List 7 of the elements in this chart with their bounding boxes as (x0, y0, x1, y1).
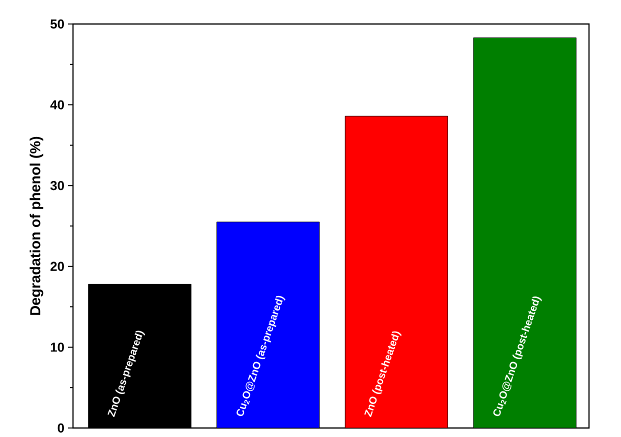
y-tick-label: 30 (50, 181, 64, 190)
y-axis-title: Degradation of phenol (%) (30, 136, 44, 315)
y-tick-label: 0 (58, 423, 64, 433)
y-tick-label: 10 (50, 342, 64, 352)
y-tick-label: 50 (50, 19, 64, 29)
y-tick-label: 20 (50, 262, 64, 271)
y-tick-label: 40 (50, 100, 64, 110)
